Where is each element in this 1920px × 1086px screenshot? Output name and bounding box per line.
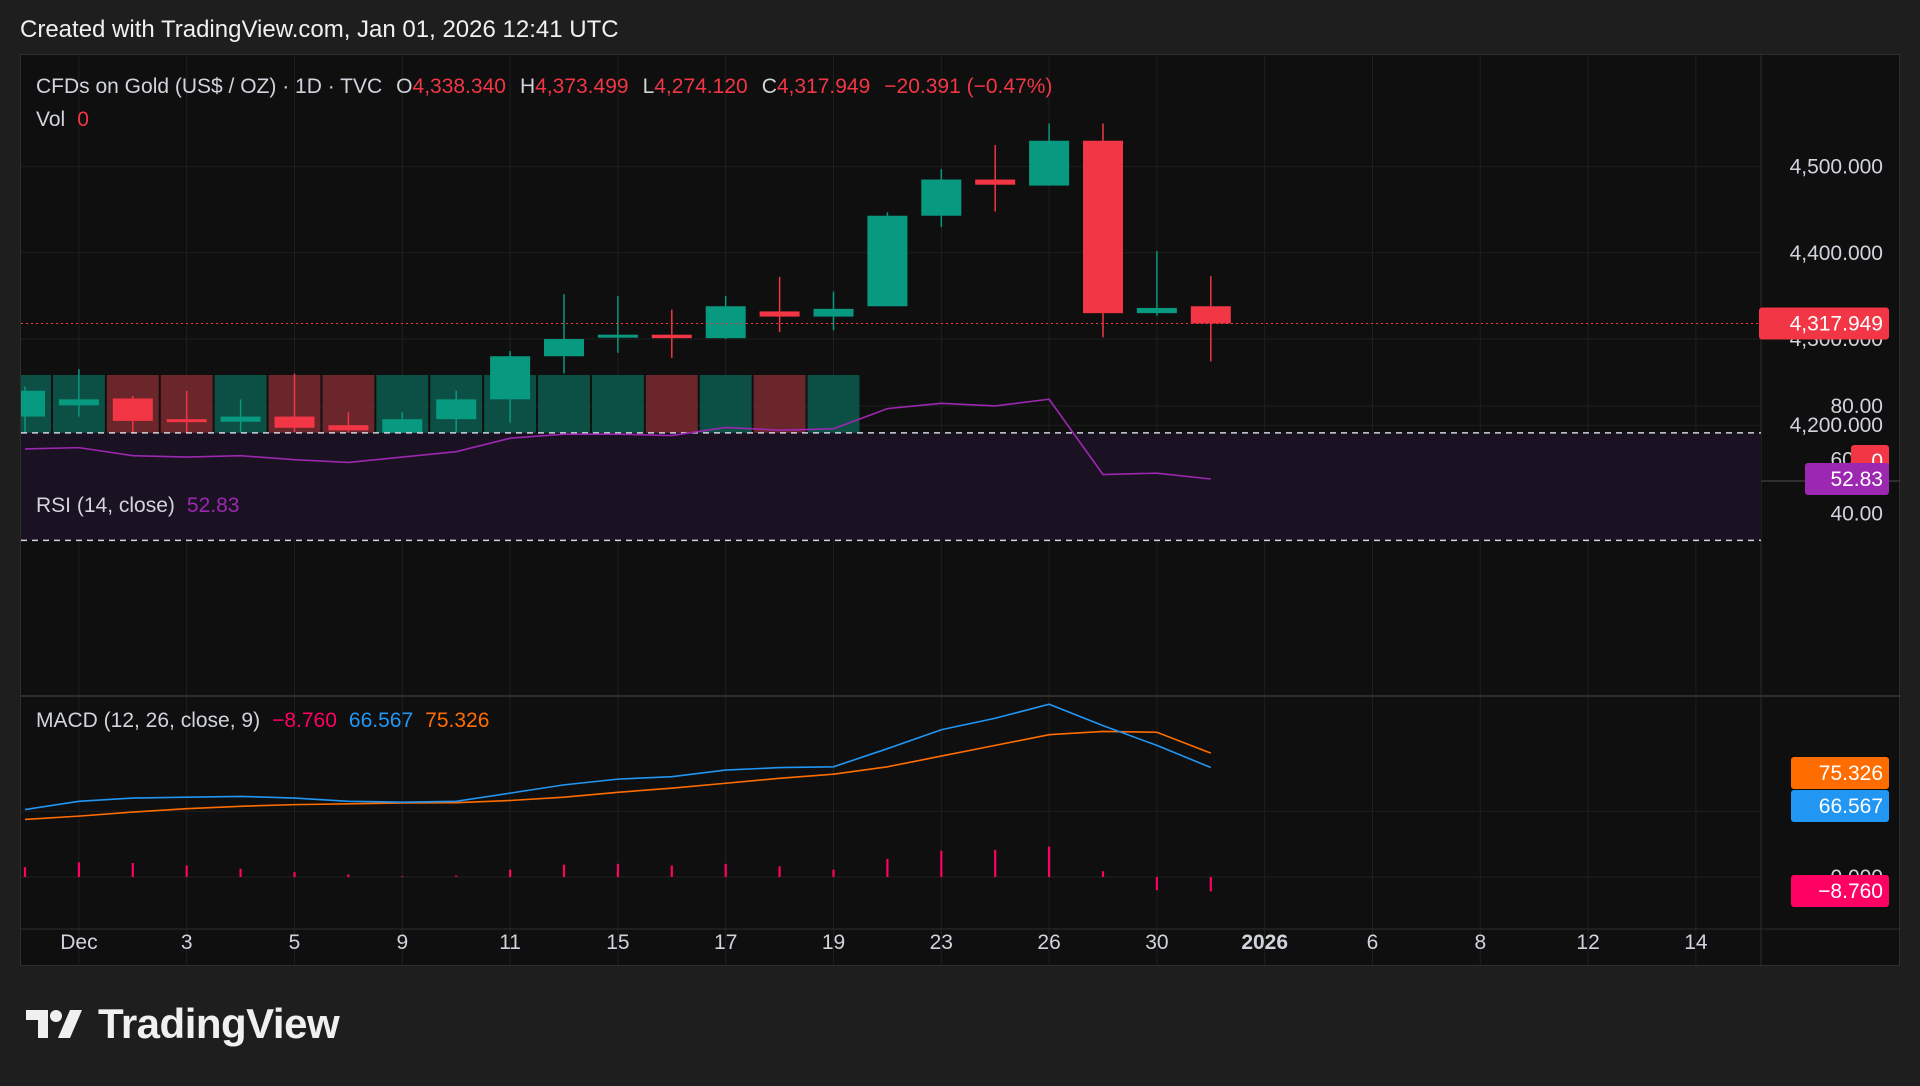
legend-high: 4,373.499	[535, 75, 628, 98]
chart-frame[interactable]: 4,200.000 4,300.000 4,400.000 4,500.000 40.0…	[20, 54, 1901, 967]
candle-body-14	[759, 311, 800, 317]
macd-value-tag: 66.567	[1819, 795, 1883, 818]
macd-signal-value: 75.326	[425, 709, 489, 732]
macd-line	[24, 703, 1212, 811]
candle-body-19	[1029, 140, 1070, 186]
tradingview-logo-icon	[26, 1010, 82, 1038]
rsi-value: 52.83	[187, 494, 240, 517]
candle-body-15	[813, 308, 854, 317]
rsi-band-fill	[21, 432, 1761, 541]
time-tick-label: 5	[289, 931, 301, 954]
legend-close: 4,317.949	[777, 75, 870, 98]
rsi-value-tag: 52.83	[1830, 468, 1883, 491]
main-legend: CFDs on Gold (US$ / OZ) · 1D · TVC O4,338…	[36, 75, 1052, 98]
time-tick-label: 17	[714, 931, 737, 954]
volume-tag: 0	[1871, 450, 1883, 473]
rsi-tick-label: 40.00	[1830, 502, 1883, 525]
rsi-tick-label: 80.00	[1830, 395, 1883, 418]
candle-body-6	[328, 425, 369, 431]
price-tick-label: 4,500.000	[1790, 156, 1883, 179]
candle-body-2	[112, 398, 153, 421]
time-tick-label: 2026	[1241, 931, 1288, 954]
candle-body-9	[490, 356, 531, 400]
legend-open: 4,338.340	[413, 75, 506, 98]
vol-label: Vol	[36, 108, 65, 131]
time-tick-label: 9	[396, 931, 408, 954]
macd-legend: MACD (12, 26, close, 9) −8.760 66.567 75.32…	[36, 709, 489, 732]
legend-o-label: O	[396, 75, 412, 98]
legend-c-label: C	[762, 75, 777, 98]
macd-signal-line	[24, 730, 1212, 821]
time-tick-label: 19	[822, 931, 845, 954]
time-tick-label: 14	[1684, 931, 1708, 954]
candle-body-22	[1190, 306, 1231, 324]
candle-body-8	[436, 399, 477, 420]
macd-hist-tag: −8.760	[1818, 880, 1883, 903]
legend-change: −20.391 (−0.47%)	[884, 75, 1052, 98]
candle-body-1	[58, 399, 99, 406]
time-tick-label: 12	[1576, 931, 1599, 954]
macd-label: MACD (12, 26, close, 9)	[36, 709, 260, 732]
time-tick-label: 8	[1474, 931, 1486, 954]
time-tick-label: 23	[930, 931, 953, 954]
time-tick-label: 15	[606, 931, 629, 954]
candle-body-20	[1083, 140, 1123, 314]
candle-body-10	[544, 339, 584, 357]
candle-body-5	[274, 416, 315, 428]
legend-h-label: H	[520, 75, 535, 98]
created-with-text: Created with TradingView.com, Jan 01, 20…	[20, 16, 619, 43]
rsi-pane	[21, 398, 1761, 542]
macd-pane	[23, 703, 1212, 892]
price-tick-label: 4,200.000	[1790, 414, 1883, 437]
price-tick-label: 4,400.000	[1790, 242, 1883, 265]
rsi-line	[24, 398, 1211, 480]
axes: 4,200.0004,300.0004,400.0004,500.00040.0…	[60, 156, 1889, 954]
candle-body-12	[651, 334, 692, 339]
candle-body-16	[867, 215, 908, 307]
legend-l-label: L	[643, 75, 655, 98]
candle-body-11	[597, 334, 638, 338]
legend-low: 4,274.120	[654, 75, 747, 98]
legend-symbol: CFDs on Gold (US$ / OZ) · 1D · TVC	[36, 75, 382, 98]
time-tick-label: 3	[181, 931, 193, 954]
last-price-tag-bg	[1759, 307, 1889, 340]
macd-signal-tag-bg	[1791, 757, 1889, 789]
candle-body-21	[1136, 307, 1177, 314]
candle-body-13	[705, 306, 746, 339]
macd-value-tag-bg	[1791, 790, 1889, 822]
rsi-label: RSI (14, close)	[36, 494, 175, 517]
candle-body-17	[921, 179, 962, 216]
candle-body-4	[220, 416, 261, 422]
macd-hist-value: −8.760	[272, 709, 337, 732]
time-tick-label: Dec	[60, 931, 97, 954]
last-price-tag: 4,317.949	[1790, 312, 1883, 335]
rsi-value-tag-bg	[1805, 462, 1889, 495]
tradingview-brand[interactable]: TradingView	[24, 1000, 340, 1048]
chart-canvas[interactable]: 4,200.0004,300.0004,400.0004,500.00040.0…	[21, 55, 1901, 967]
candle-body-7	[382, 419, 423, 436]
vol-legend: Vol 0	[36, 108, 89, 131]
time-tick-label: 30	[1145, 931, 1168, 954]
rsi-legend: RSI (14, close) 52.83	[36, 494, 239, 517]
macd-hist-tag-bg	[1791, 875, 1889, 907]
vol-value: 0	[77, 108, 89, 131]
macd-signal-tag: 75.326	[1819, 762, 1883, 785]
candles	[21, 123, 1761, 452]
time-tick-label: 26	[1037, 931, 1060, 954]
brand-name: TradingView	[98, 1000, 340, 1047]
time-tick-label: 6	[1367, 931, 1379, 954]
macd-value: 66.567	[349, 709, 413, 732]
candle-body-0	[21, 390, 45, 417]
candle-body-18	[975, 179, 1016, 185]
time-tick-label: 11	[499, 931, 521, 954]
candle-body-3	[166, 419, 207, 423]
